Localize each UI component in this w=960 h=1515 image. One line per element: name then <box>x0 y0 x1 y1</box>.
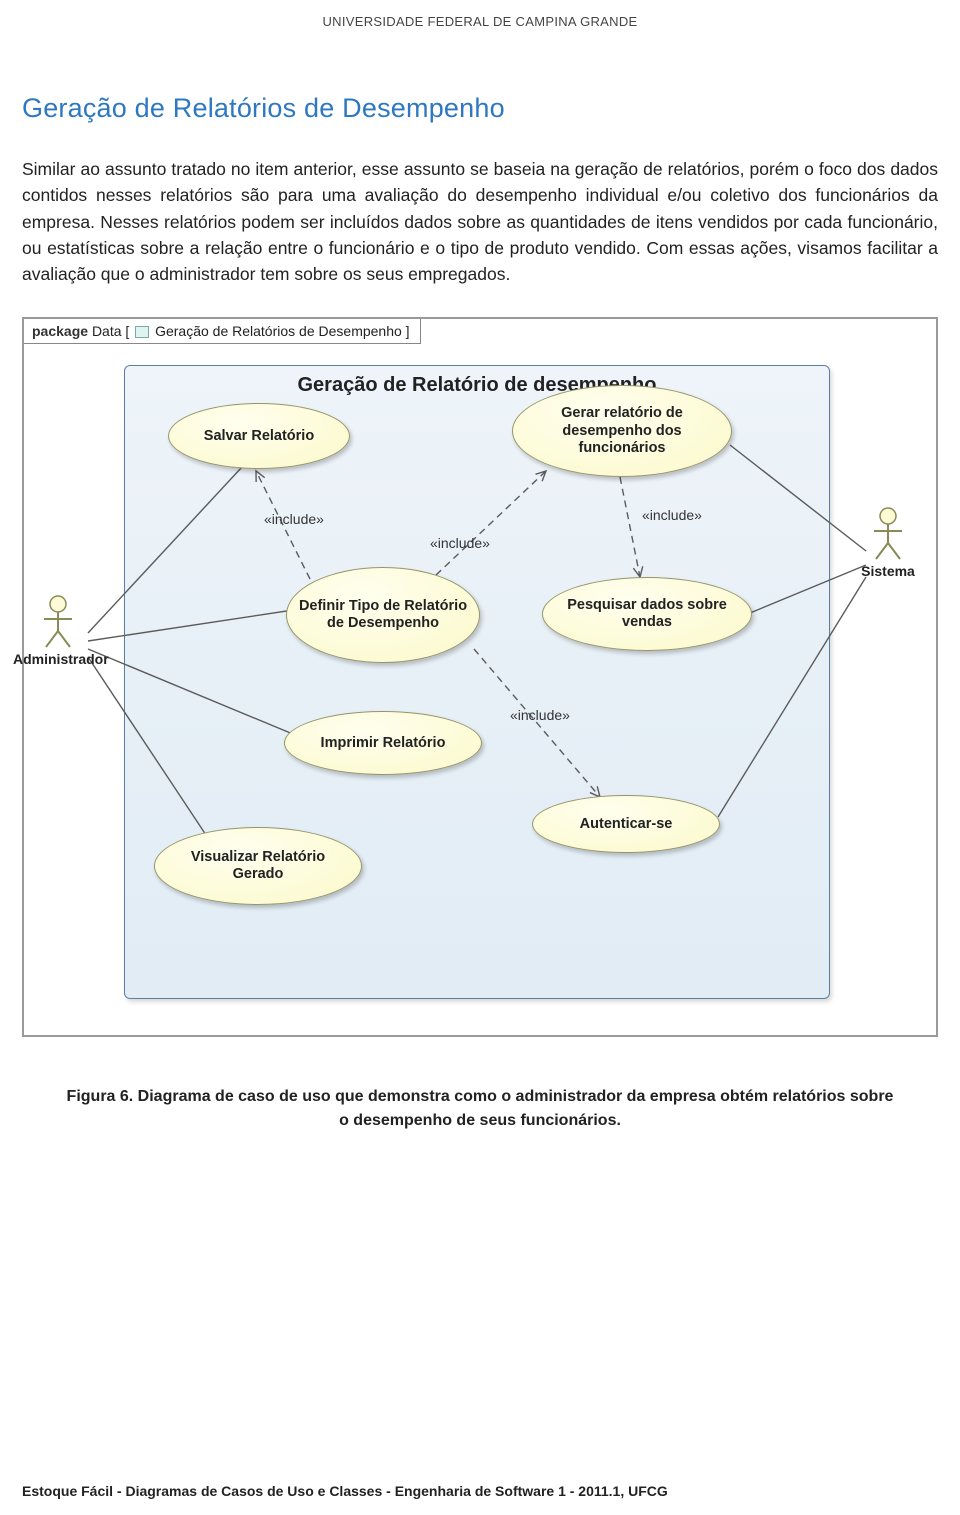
package-keyword: package <box>32 323 88 339</box>
package-suffix: Geração de Relatórios de Desempenho ] <box>155 323 409 339</box>
actor-label-admin: Administrador <box>13 651 103 667</box>
package-icon <box>135 326 149 338</box>
actor-label-sistema: Sistema <box>843 563 933 579</box>
body-paragraph: Similar ao assunto tratado no item anter… <box>22 156 938 287</box>
usecase-pesquisar: Pesquisar dados sobre vendas <box>542 577 752 651</box>
usecase-visualizar: Visualizar Relatório Gerado <box>154 827 362 905</box>
actor-admin: Administrador <box>13 595 103 667</box>
page-footer: Estoque Fácil - Diagramas de Casos de Us… <box>22 1483 668 1499</box>
usecase-imprimir: Imprimir Relatório <box>284 711 482 775</box>
stereotype-label: «include» <box>510 707 570 723</box>
package-tab: package Data [ Geração de Relatórios de … <box>24 319 421 344</box>
actor-sistema: Sistema <box>843 507 933 579</box>
section-title: Geração de Relatórios de Desempenho <box>22 93 960 124</box>
page-header: UNIVERSIDADE FEDERAL DE CAMPINA GRANDE <box>0 0 960 29</box>
figure-caption: Figura 6. Diagrama de caso de uso que de… <box>60 1085 900 1133</box>
package-name: Data [ <box>92 323 129 339</box>
stereotype-label: «include» <box>264 511 324 527</box>
usecase-gerar: Gerar relatório de desempenho dos funcio… <box>512 385 732 477</box>
system-title: Geração de Relatório de desempenho <box>125 374 829 397</box>
usecase-salvar: Salvar Relatório <box>168 403 350 469</box>
stereotype-label: «include» <box>430 535 490 551</box>
usecase-autenticar: Autenticar-se <box>532 795 720 853</box>
uml-package-frame: package Data [ Geração de Relatórios de … <box>22 317 938 1037</box>
stereotype-label: «include» <box>642 507 702 523</box>
usecase-definir: Definir Tipo de Relatório de Desempenho <box>286 567 480 663</box>
